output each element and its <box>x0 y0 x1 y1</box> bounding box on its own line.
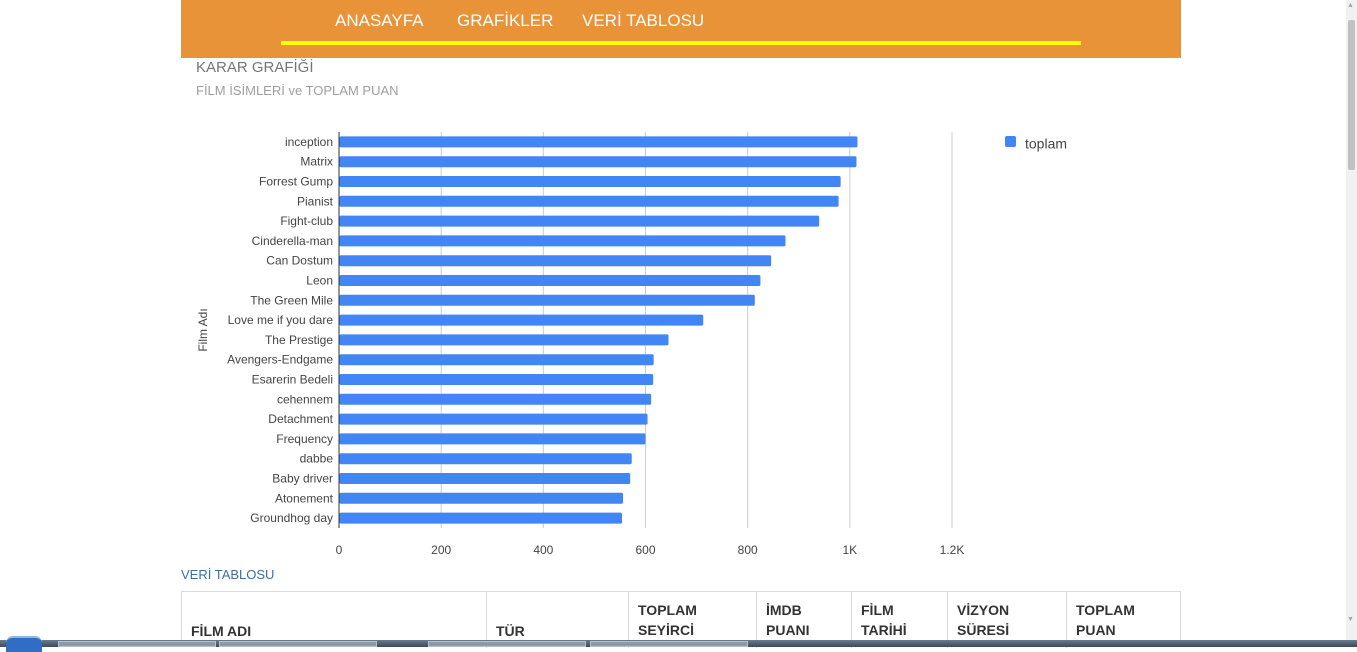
scroll-down-arrow-icon[interactable]: ▼ <box>1347 616 1354 623</box>
vertical-scrollbar[interactable]: ▲ ▼ <box>1346 0 1357 640</box>
header-film-date[interactable]: FİLM TARİHİ <box>852 592 948 648</box>
y-category-label: dabbe <box>300 452 334 466</box>
data-table: FİLM ADI TÜR TOPLAM SEYİRCİ İMDB PUANI FİL… <box>181 591 1181 648</box>
y-category-label: The Prestige <box>265 333 333 347</box>
bar[interactable] <box>339 235 786 247</box>
bar[interactable] <box>339 136 858 148</box>
y-category-label: Leon <box>306 274 333 288</box>
y-category-label: Groundhog day <box>250 511 333 525</box>
bar[interactable] <box>339 473 631 484</box>
chart-subtitle: FİLM İSİMLERİ ve TOPLAM PUAN <box>196 83 399 98</box>
data-table-link[interactable]: VERİ TABLOSU <box>181 567 275 582</box>
bar[interactable] <box>339 433 646 445</box>
header-release-duration[interactable]: VİZYON SÜRESİ <box>948 592 1067 648</box>
bar[interactable] <box>339 354 654 366</box>
bar[interactable] <box>339 453 632 465</box>
bar[interactable] <box>339 275 761 286</box>
legend-label[interactable]: toplam <box>1025 136 1067 152</box>
bar[interactable] <box>339 413 648 425</box>
taskbar-app-button[interactable] <box>590 641 748 647</box>
header-total-score[interactable]: TOPLAM PUAN <box>1076 602 1135 638</box>
x-tick-label: 800 <box>738 543 758 557</box>
y-category-label: Frequency <box>276 432 333 446</box>
y-category-label: Matrix <box>300 155 333 169</box>
bar[interactable] <box>339 314 704 326</box>
legend-swatch <box>1005 136 1016 147</box>
y-category-label: Baby driver <box>272 472 333 486</box>
y-category-label: inception <box>285 135 333 149</box>
y-category-label: Atonement <box>275 491 334 505</box>
x-tick-label: 200 <box>431 543 451 557</box>
bar[interactable] <box>339 374 654 385</box>
x-tick-label: 600 <box>635 543 655 557</box>
y-category-label: Esarerin Bedeli <box>252 373 333 387</box>
nav-data-table-link[interactable]: VERİ TABLOSU <box>582 11 705 30</box>
chart-title: KARAR GRAFİĞİ <box>196 59 314 76</box>
scrollbar-thumb[interactable] <box>1348 20 1355 170</box>
taskbar-app-button[interactable] <box>428 641 586 647</box>
nav-home-link[interactable]: ANASAYFA <box>335 11 424 30</box>
bar[interactable] <box>339 512 623 524</box>
header-genre[interactable]: TÜR <box>487 592 629 648</box>
bar[interactable] <box>339 294 755 306</box>
bar[interactable] <box>339 334 669 346</box>
bar-chart: inception Matrix Forrest Gump Pianist Fight-… <box>196 132 1067 557</box>
header-imdb-score[interactable]: İMDB PUANI <box>757 592 852 648</box>
nav-charts-link[interactable]: GRAFİKLER <box>457 11 554 30</box>
bar[interactable] <box>339 492 624 504</box>
bar[interactable] <box>339 195 839 207</box>
x-tick-label: 1K <box>842 543 857 557</box>
x-tick-label: 400 <box>533 543 553 557</box>
nav-active-underline <box>281 41 1081 45</box>
bar[interactable] <box>339 393 652 405</box>
bar[interactable] <box>339 255 772 267</box>
y-category-label: Avengers-Endgame <box>227 353 333 367</box>
y-category-label: Fight-club <box>280 214 333 228</box>
scroll-up-arrow-icon[interactable]: ▲ <box>1347 2 1354 9</box>
taskbar-app-button[interactable] <box>58 641 216 647</box>
bar[interactable] <box>339 176 841 187</box>
y-axis-title: Film Adı <box>196 308 210 351</box>
y-category-label: Pianist <box>297 194 334 208</box>
header-total-audience[interactable]: TOPLAM SEYİRCİ <box>629 592 757 648</box>
x-tick-label: 1.2K <box>940 543 965 557</box>
y-category-label: The Green Mile <box>250 293 333 307</box>
y-category-label: Can Dostum <box>266 254 333 268</box>
y-category-label: Love me if you dare <box>228 313 334 327</box>
start-button-icon[interactable] <box>6 636 42 652</box>
y-category-label: cehennem <box>277 392 333 406</box>
top-nav-bar: ANASAYFA GRAFİKLER VERİ TABLOSU <box>181 0 1181 58</box>
y-category-label: Detachment <box>268 412 333 426</box>
x-tick-label: 0 <box>336 543 343 557</box>
bar[interactable] <box>339 156 857 168</box>
header-film-name[interactable]: FİLM ADI <box>182 592 487 648</box>
y-category-label: Forrest Gump <box>259 175 333 189</box>
taskbar-app-button[interactable] <box>219 641 377 647</box>
y-category-label: Cinderella-man <box>252 234 333 248</box>
bar[interactable] <box>339 215 820 227</box>
